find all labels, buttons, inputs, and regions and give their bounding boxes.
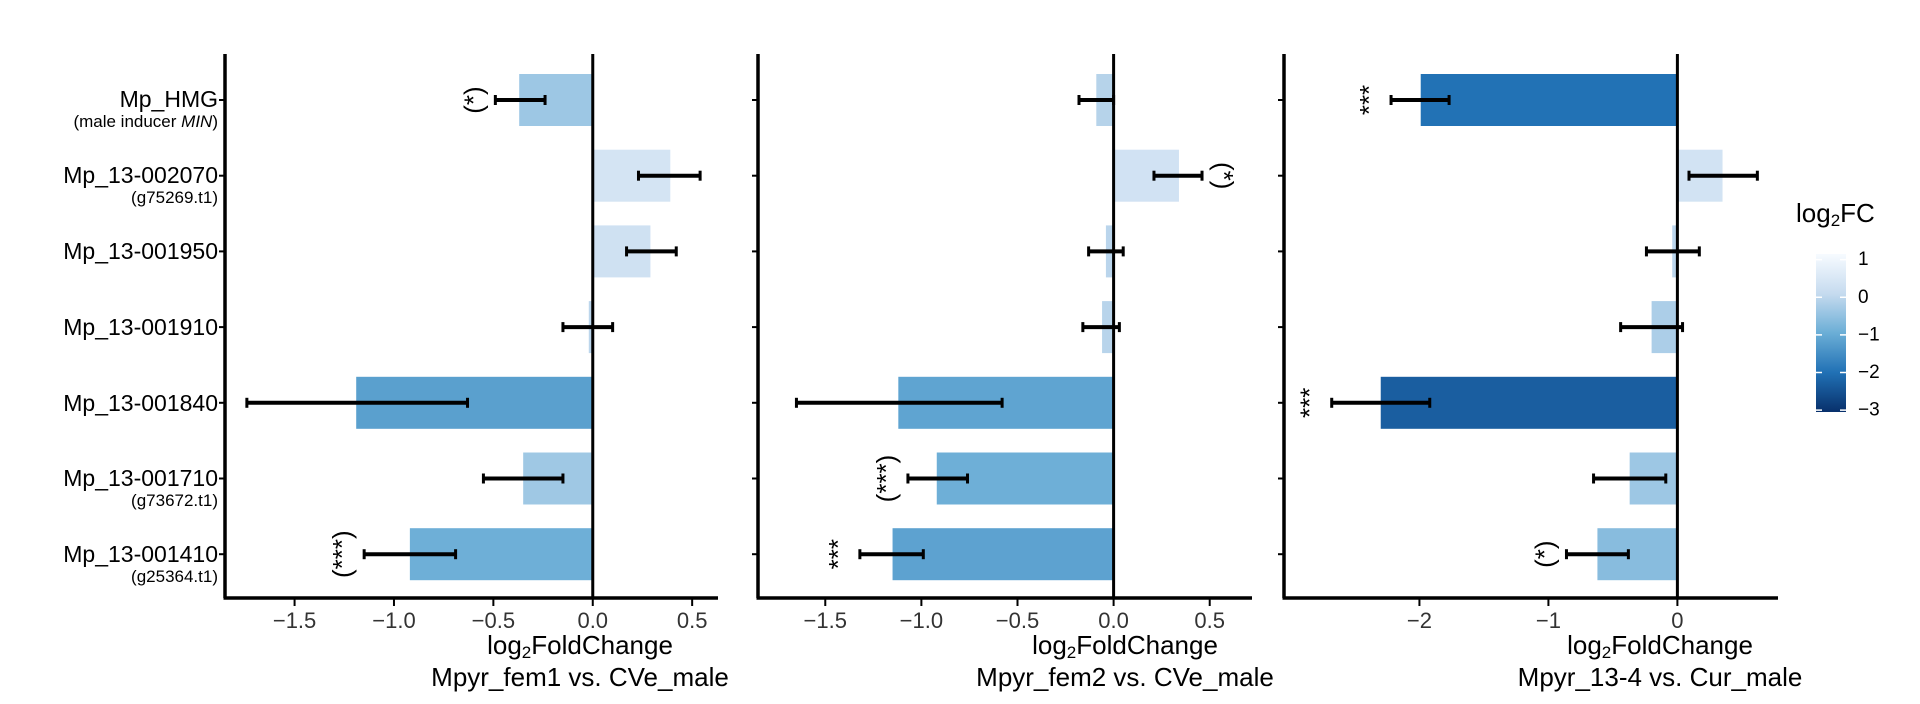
gene-label-2: Mp_13-002070 (g75269.t1)	[63, 162, 218, 207]
x-tick-label: −0.5	[472, 608, 515, 633]
legend: 1 0 −1 −2 −3	[1816, 249, 1880, 421]
gene-label-6: Mp_13-001710 (g73672.t1)	[63, 465, 218, 510]
x-tick-label: 0.5	[677, 608, 708, 633]
x-tick-label: 0	[1671, 608, 1683, 633]
bar	[1420, 74, 1678, 126]
x-tick-label: 0.0	[577, 608, 608, 633]
significance-label: (***)	[871, 455, 901, 503]
x-tick-label: −1.0	[900, 608, 943, 633]
x-tick-label: −1.5	[273, 608, 316, 633]
gene-label-4: Mp_13-001910	[63, 314, 218, 340]
x-tick-label: 0.0	[1098, 608, 1129, 633]
x-tick-label: −2	[1407, 608, 1432, 633]
legend-tick-label: −2	[1858, 362, 1880, 383]
panel-3-subtitle: Mpyr_13-4 vs. Cur_male	[1517, 662, 1803, 692]
x-tick-label: −1.0	[372, 608, 415, 633]
significance-label: (*)	[1529, 540, 1559, 567]
panel-1-subtitle: Mpyr_fem1 vs. CVe_male	[431, 662, 729, 692]
bar	[892, 528, 1114, 581]
legend-tick-label: 0	[1858, 287, 1869, 308]
x-tick-label: −1.5	[804, 608, 847, 633]
panel-3-xlabel: log2FoldChange	[1567, 630, 1753, 662]
gene-label-1: Mp_HMG (male inducer MIN)	[73, 86, 218, 131]
legend-tick-label: 1	[1858, 249, 1869, 270]
legend-colorbar	[1816, 254, 1846, 412]
legend-tick-label: −3	[1858, 400, 1880, 421]
panel-2-xlabel: log2FoldChange	[1032, 630, 1218, 662]
gene-label-3: Mp_13-001950	[63, 238, 218, 264]
panel-1: (*) (***) −1.5 −1.0 −0.5 0.0 0.5	[219, 54, 718, 633]
significance-label: (*)	[458, 86, 488, 113]
panel-2-subtitle: Mpyr_fem2 vs. CVe_male	[976, 662, 1274, 692]
panel-1-xlabel: log2FoldChange	[487, 630, 673, 662]
significance-label: ***	[1295, 388, 1325, 418]
legend-title: log2FC	[1796, 198, 1875, 230]
x-tick-label: −1	[1536, 608, 1561, 633]
panel-3: *** *** (*) −2 −1 0	[1278, 54, 1778, 633]
gene-label-5: Mp_13-001840	[63, 390, 218, 416]
x-tick-label: 0.5	[1194, 608, 1225, 633]
significance-label: ***	[823, 539, 853, 569]
significance-label: (*)	[1209, 162, 1239, 189]
gene-label-7: Mp_13-001410 (g25364.t1)	[63, 541, 218, 586]
significance-label: (***)	[327, 530, 357, 578]
panel-2: (*) (***) *** −1.5 −1.0 −0.5 0.0 0.5	[752, 54, 1252, 633]
legend-tick-label: −1	[1858, 324, 1880, 345]
significance-label: ***	[1354, 85, 1384, 115]
x-tick-label: −0.5	[996, 608, 1039, 633]
